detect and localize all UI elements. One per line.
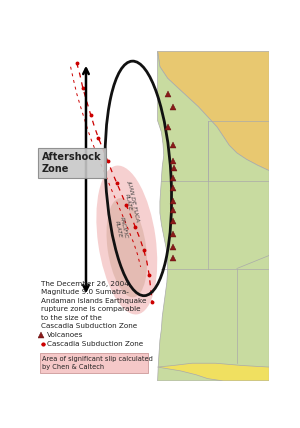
Text: The December 26, 2004,
Magnitude 9.0 Sumatra-
Andaman Islands Earthquake
rupture: The December 26, 2004, Magnitude 9.0 Sum… — [41, 281, 147, 329]
Polygon shape — [158, 51, 269, 381]
Text: PACIFIC
PLATE: PACIFIC PLATE — [113, 217, 128, 241]
Ellipse shape — [106, 198, 147, 297]
Text: JUAN DE FUCA
PLATE: JUAN DE FUCA PLATE — [121, 180, 140, 223]
Polygon shape — [158, 363, 269, 381]
Text: Cascadia Subduction Zone: Cascadia Subduction Zone — [47, 341, 143, 347]
Ellipse shape — [96, 166, 157, 315]
Text: Volcanoes: Volcanoes — [47, 332, 83, 338]
Text: Aftershock
Zone: Aftershock Zone — [42, 152, 102, 174]
Polygon shape — [158, 51, 269, 171]
FancyBboxPatch shape — [40, 353, 148, 373]
Text: Area of significant slip calculated
by Chen & Caltech: Area of significant slip calculated by C… — [42, 356, 153, 370]
